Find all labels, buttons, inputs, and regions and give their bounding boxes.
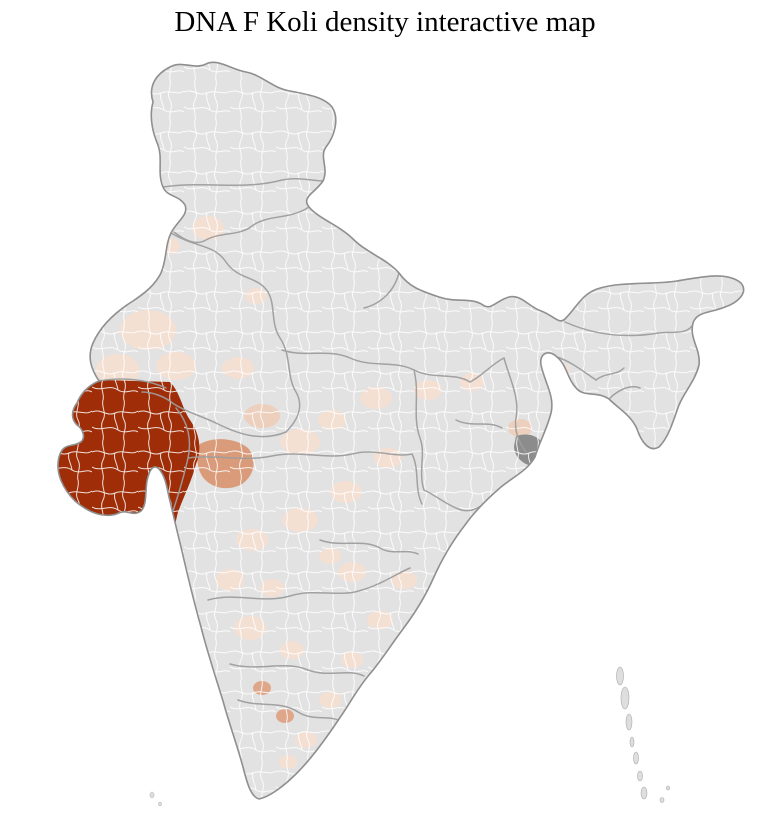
india-outline [57,61,745,800]
lakshadweep-islets [149,791,162,807]
andaman-nicobar-islands[interactable] [616,666,670,803]
district-mesh-overlay [57,62,744,799]
page-title: DNA F Koli density interactive map [174,6,596,38]
